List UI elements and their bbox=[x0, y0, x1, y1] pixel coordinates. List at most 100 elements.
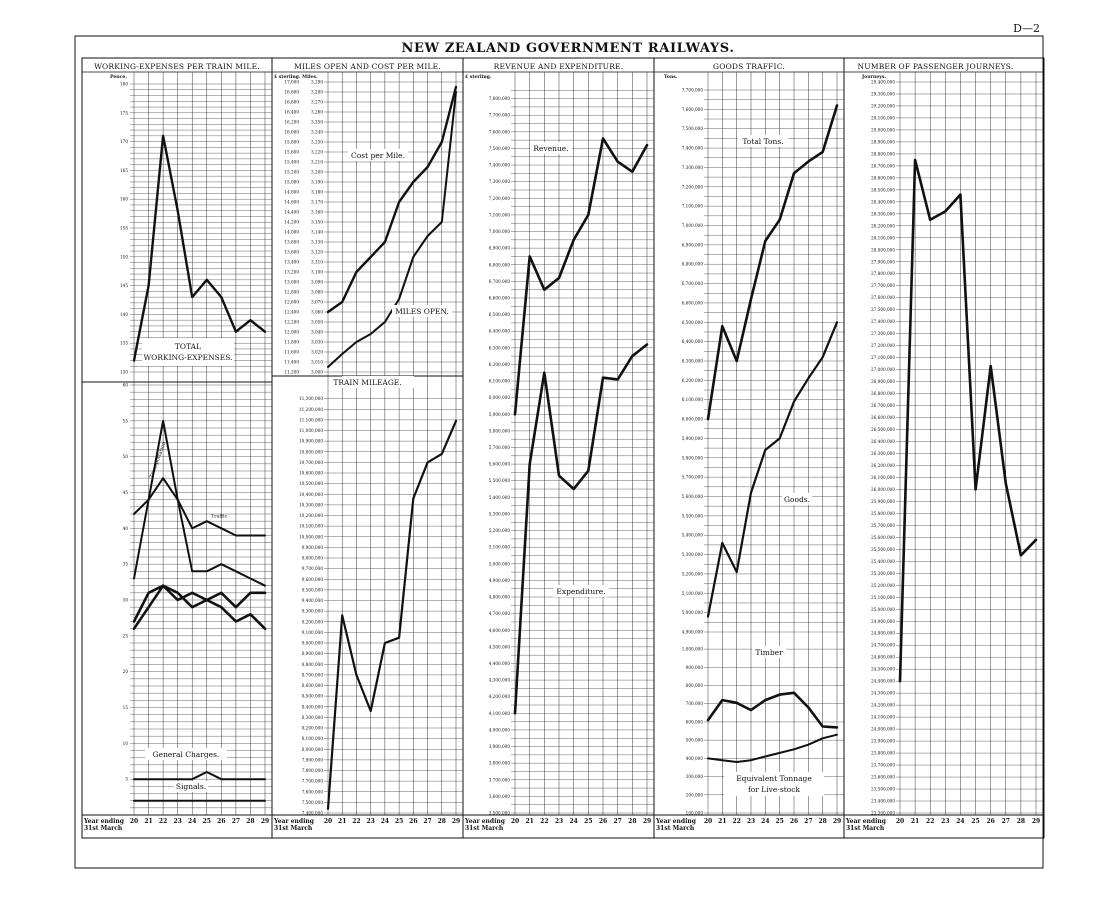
y-tick-label-sterling: 13,600 bbox=[284, 250, 299, 255]
y-tick-label: 5,400,000 bbox=[489, 495, 511, 500]
y-tick-label: 24,400,000 bbox=[871, 679, 895, 684]
y-tick-label-sterling: 16,600 bbox=[284, 100, 299, 105]
y-tick-label: 11,100,000 bbox=[299, 417, 323, 422]
y-tick-label: 5,100,000 bbox=[682, 591, 704, 596]
y-tick-label-miles: 3,110 bbox=[311, 260, 323, 265]
label-backing bbox=[724, 772, 824, 796]
y-tick-label: 28,600,000 bbox=[871, 175, 895, 180]
y-tick-label-sterling: 13,400 bbox=[284, 260, 299, 265]
y-tick-label: 4,700,000 bbox=[489, 611, 511, 616]
y-tick-label-miles: 3,230 bbox=[311, 140, 323, 145]
x-caption-31st-march: 31st March bbox=[84, 825, 123, 832]
year-tick-label: 22 bbox=[159, 818, 167, 825]
y-tick-label: 9,700,000 bbox=[302, 566, 324, 571]
year-tick-label: 27 bbox=[804, 818, 812, 825]
y-tick-label-miles: 3,260 bbox=[311, 110, 323, 115]
y-tick-label: 7,500,000 bbox=[489, 146, 511, 151]
y-tick-label: 25,000,000 bbox=[871, 607, 895, 612]
y-tick-label: 10,800,000 bbox=[299, 449, 323, 454]
series-goods bbox=[706, 321, 839, 618]
y-tick-label-miles: 3,280 bbox=[311, 90, 323, 95]
y-tick-label: 6,100,000 bbox=[489, 379, 511, 384]
main-title: NEW ZEALAND GOVERNMENT RAILWAYS. bbox=[402, 41, 735, 56]
y-tick-label: 29,300,000 bbox=[871, 91, 895, 96]
y-tick-label: 23,900,000 bbox=[871, 739, 895, 744]
y-tick-label: 7,600,000 bbox=[682, 107, 704, 112]
y-tick-label: 175 bbox=[120, 110, 128, 115]
y-tick-label: 30 bbox=[123, 598, 129, 603]
year-tick-label: 25 bbox=[395, 818, 403, 825]
chart-panels: Year ending 31st March 20 21 22 23 24 25 26 27 28 2… bbox=[82, 58, 1043, 838]
label-backing bbox=[392, 305, 452, 317]
y-tick-label: 5,200,000 bbox=[489, 528, 511, 533]
year-tick-label: 27 bbox=[613, 818, 621, 825]
y-tick-label: 25,400,000 bbox=[871, 559, 895, 564]
y-tick-label-sterling: 14,200 bbox=[284, 220, 299, 225]
year-tick-label: 26 bbox=[986, 818, 994, 825]
y-tick-label: 9,000,000 bbox=[302, 641, 324, 646]
year-tick-label: 21 bbox=[525, 818, 533, 825]
y-tick-label: 5,600,000 bbox=[489, 462, 511, 467]
y-tick-label: 28,700,000 bbox=[871, 163, 895, 168]
x-caption-31st-march: 31st March bbox=[656, 825, 695, 832]
y-tick-label: 7,200,000 bbox=[489, 196, 511, 201]
y-tick-label: 8,500,000 bbox=[302, 694, 324, 699]
y-tick-label: 29,200,000 bbox=[871, 103, 895, 108]
y-tick-label: 4,400,000 bbox=[489, 661, 511, 666]
year-tick-label: 27 bbox=[1002, 818, 1010, 825]
y-tick-label: 27,700,000 bbox=[871, 283, 895, 288]
y-tick-label-sterling: 14,400 bbox=[284, 210, 299, 215]
year-tick-label: 28 bbox=[1017, 818, 1025, 825]
y-unit-pence: Pence. bbox=[110, 74, 127, 80]
y-tick-label: 28,900,000 bbox=[871, 139, 895, 144]
y-tick-label: 300,000 bbox=[686, 774, 704, 779]
year-tick-label: 29 bbox=[452, 818, 460, 825]
outer-frame bbox=[74, 35, 1044, 869]
year-tick-label: 20 bbox=[896, 818, 904, 825]
year-tick-label: 29 bbox=[261, 818, 269, 825]
y-tick-label: 7,600,000 bbox=[302, 789, 324, 794]
series-total-working-expenses bbox=[132, 134, 267, 362]
y-tick-label-miles: 3,150 bbox=[311, 220, 323, 225]
label-backing bbox=[174, 781, 208, 792]
year-tick-label: 27 bbox=[232, 818, 240, 825]
y-tick-label: 28,500,000 bbox=[871, 187, 895, 192]
x-caption-year-ending: Year ending bbox=[273, 818, 315, 825]
series-traffic bbox=[133, 477, 266, 537]
y-tick-label: 100,000 bbox=[686, 811, 704, 816]
y-tick-label: 28,100,000 bbox=[871, 235, 895, 240]
y-tick-label: 7,500,000 bbox=[682, 126, 704, 131]
y-tick-label: 11,300,000 bbox=[299, 396, 323, 401]
y-tick-label: 5,300,000 bbox=[682, 552, 704, 557]
year-tick-label: 21 bbox=[718, 818, 726, 825]
y-tick-label: 6,700,000 bbox=[682, 281, 704, 286]
y-tick-label: 3,700,000 bbox=[489, 777, 511, 782]
y-unit-sterling: £ sterling. bbox=[274, 74, 301, 80]
series-total-tons bbox=[706, 104, 839, 421]
y-tick-label: 7,600,000 bbox=[489, 129, 511, 134]
y-tick-label-miles: 3,080 bbox=[311, 290, 323, 295]
y-tick-label: 7,200,000 bbox=[682, 184, 704, 189]
label-total-tons: Total Tons. bbox=[742, 137, 783, 146]
y-tick-label: 5,400,000 bbox=[682, 533, 704, 538]
y-tick-label-sterling: 14,000 bbox=[284, 230, 299, 235]
year-tick-label: 24 bbox=[956, 818, 964, 825]
y-tick-label: 5 bbox=[125, 777, 128, 782]
y-tick-label: 24,800,000 bbox=[871, 631, 895, 636]
y-tick-label: 28,200,000 bbox=[871, 223, 895, 228]
label-working-expenses: WORKING-EXPENSES. bbox=[143, 353, 232, 362]
year-tick-label: 23 bbox=[747, 818, 755, 825]
year-tick-label: 26 bbox=[599, 818, 607, 825]
y-tick-label: 7,400,000 bbox=[302, 811, 324, 816]
y-tick-label: 10 bbox=[123, 741, 129, 746]
series-miles-open bbox=[327, 91, 457, 368]
y-tick-label: 26,700,000 bbox=[871, 403, 895, 408]
y-tick-label: 800,000 bbox=[686, 683, 704, 688]
y-tick-label: 5,200,000 bbox=[682, 571, 704, 576]
y-tick-label: 6,600,000 bbox=[682, 300, 704, 305]
y-tick-label: 27,900,000 bbox=[871, 259, 895, 264]
y-tick-label: 7,500,000 bbox=[302, 800, 324, 805]
y-tick-label: 7,100,000 bbox=[682, 204, 704, 209]
y-tick-label: 27,200,000 bbox=[871, 343, 895, 348]
